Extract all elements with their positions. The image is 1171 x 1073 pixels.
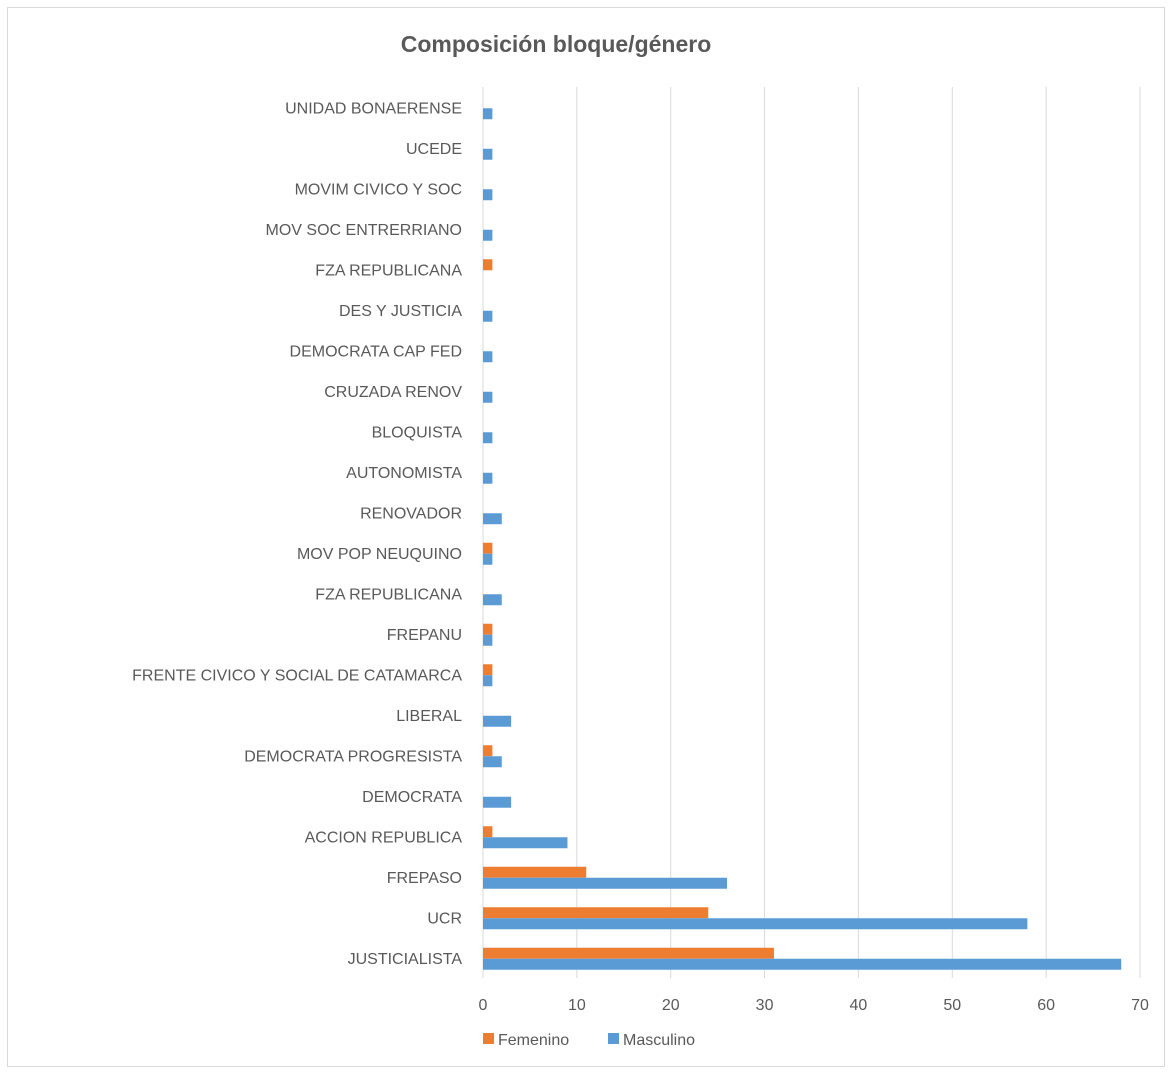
chart-title: Composición bloque/género [401, 31, 712, 57]
category-label: RENOVADOR [360, 505, 462, 522]
x-tick-label: 50 [943, 997, 961, 1014]
bar-masculino [483, 634, 493, 646]
category-label: FRENTE CIVICO Y SOCIAL DE CATAMARCA [132, 667, 462, 684]
bar-masculino [483, 229, 493, 241]
x-tick-label: 40 [850, 997, 868, 1014]
bar-femenino [483, 259, 493, 271]
category-label: JUSTICIALISTA [348, 951, 463, 968]
category-label: MOV POP NEUQUINO [297, 546, 462, 563]
category-label: MOV SOC ENTRERRIANO [266, 222, 462, 239]
x-tick-label: 30 [756, 997, 774, 1014]
category-label: AUTONOMISTA [346, 465, 462, 482]
bar-masculino [483, 715, 512, 727]
bar-femenino [483, 907, 709, 919]
legend-label-masculino: Masculino [623, 1032, 695, 1049]
bar-masculino [483, 594, 502, 606]
category-label: DEMOCRATA PROGRESISTA [244, 748, 462, 765]
bar-masculino [483, 351, 493, 363]
gridlines [482, 87, 1141, 978]
bar-femenino [483, 826, 493, 838]
x-tick-label: 0 [479, 997, 488, 1014]
legend-label-femenino: Femenino [498, 1032, 569, 1049]
category-label: FZA REPUBLICANA [315, 262, 462, 279]
bar-femenino [483, 542, 493, 554]
category-label: ACCION REPUBLICA [305, 829, 463, 846]
category-label: LIBERAL [396, 708, 462, 725]
bar-masculino [483, 189, 493, 201]
bar-masculino [483, 796, 512, 808]
bar-masculino [483, 310, 493, 322]
bar-masculino [483, 391, 493, 403]
legend-swatch-femenino [483, 1033, 494, 1044]
bar-masculino [483, 877, 728, 889]
category-label: FREPASO [387, 870, 462, 887]
category-label: DEMOCRATA [362, 789, 462, 806]
legend-swatch-masculino [608, 1033, 619, 1044]
category-label: UCEDE [406, 141, 462, 158]
category-label: CRUZADA RENOV [324, 384, 462, 401]
bar-masculino [483, 108, 493, 120]
category-labels: JUSTICIALISTA UCR FREPASO ACCION REPUBLICA D… [132, 100, 462, 968]
chart-frame [7, 7, 1165, 1067]
legend: Femenino Masculino [483, 1032, 695, 1049]
bar-masculino [483, 675, 493, 687]
bar-femenino [483, 623, 493, 635]
x-tick-label: 60 [1037, 997, 1055, 1014]
bar-masculino [483, 553, 493, 565]
bar-masculino [483, 148, 493, 160]
category-label: FREPANU [387, 627, 462, 644]
category-label: UNIDAD BONAERENSE [285, 100, 462, 117]
category-label: UCR [427, 910, 462, 927]
bar-masculino [483, 513, 502, 525]
category-label: MOVIM CIVICO Y SOC [295, 181, 462, 198]
x-tick-label: 10 [568, 997, 586, 1014]
bar-femenino [483, 745, 493, 757]
bar-femenino [483, 947, 774, 959]
bar-masculino [483, 918, 1028, 930]
x-axis-tick-labels: 0 10 20 30 40 50 60 70 [479, 997, 1149, 1014]
bar-femenino [483, 664, 493, 676]
bar-femenino [483, 866, 587, 878]
category-label: BLOQUISTA [372, 424, 463, 441]
bar-masculino [483, 432, 493, 444]
x-tick-label: 20 [662, 997, 680, 1014]
bar-masculino [483, 958, 1122, 970]
bars [483, 108, 1122, 970]
category-label: DES Y JUSTICIA [339, 303, 462, 320]
bar-masculino [483, 472, 493, 484]
x-tick-label: 70 [1131, 997, 1149, 1014]
bar-masculino [483, 756, 502, 768]
bar-masculino [483, 837, 568, 849]
category-label: FZA REPUBLICANA [315, 586, 462, 603]
category-label: DEMOCRATA CAP FED [290, 343, 462, 360]
